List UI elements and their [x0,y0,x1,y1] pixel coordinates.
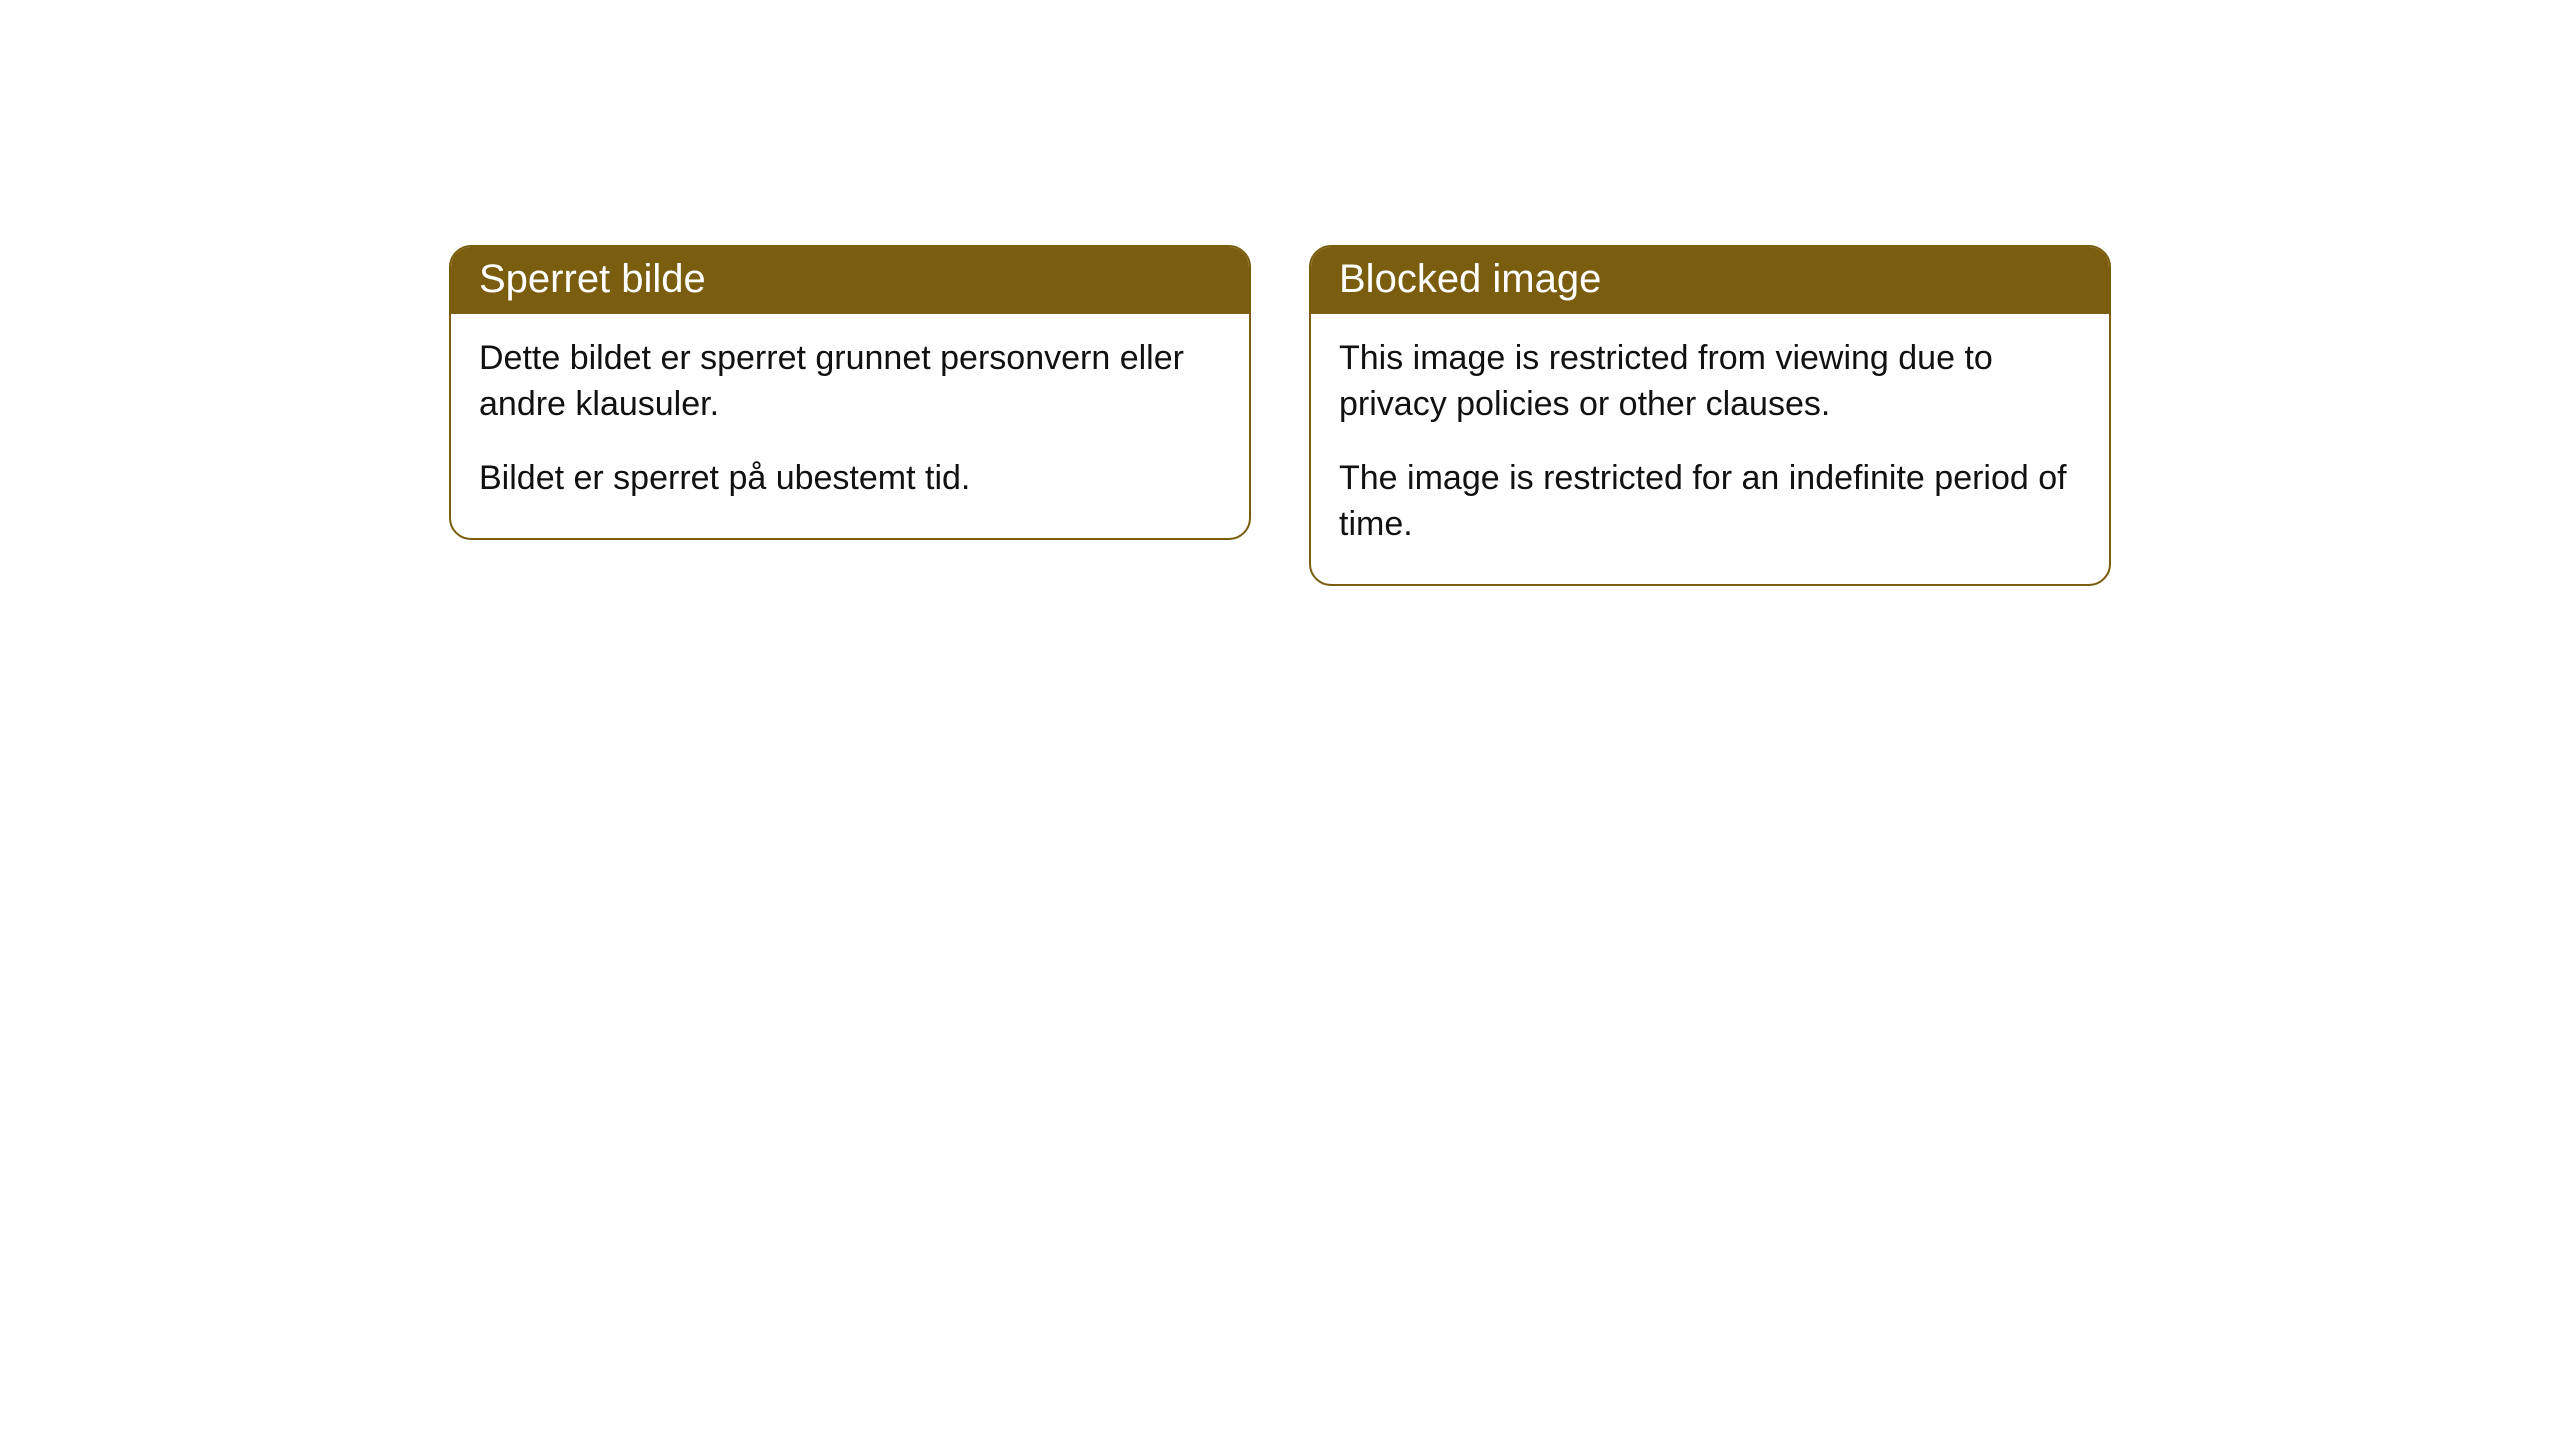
cards-container: Sperret bilde Dette bildet er sperret gr… [449,245,2111,1440]
card-paragraph: The image is restricted for an indefinit… [1339,456,2081,548]
card-title: Sperret bilde [479,257,706,301]
card-title: Blocked image [1339,257,1601,301]
blocked-image-card-norwegian: Sperret bilde Dette bildet er sperret gr… [449,245,1251,540]
card-paragraph: This image is restricted from viewing du… [1339,336,2081,428]
card-header: Blocked image [1311,247,2109,314]
blocked-image-card-english: Blocked image This image is restricted f… [1309,245,2111,586]
card-paragraph: Dette bildet er sperret grunnet personve… [479,336,1221,428]
card-body: Dette bildet er sperret grunnet personve… [451,314,1249,538]
card-paragraph: Bildet er sperret på ubestemt tid. [479,456,1221,502]
card-header: Sperret bilde [451,247,1249,314]
card-body: This image is restricted from viewing du… [1311,314,2109,584]
